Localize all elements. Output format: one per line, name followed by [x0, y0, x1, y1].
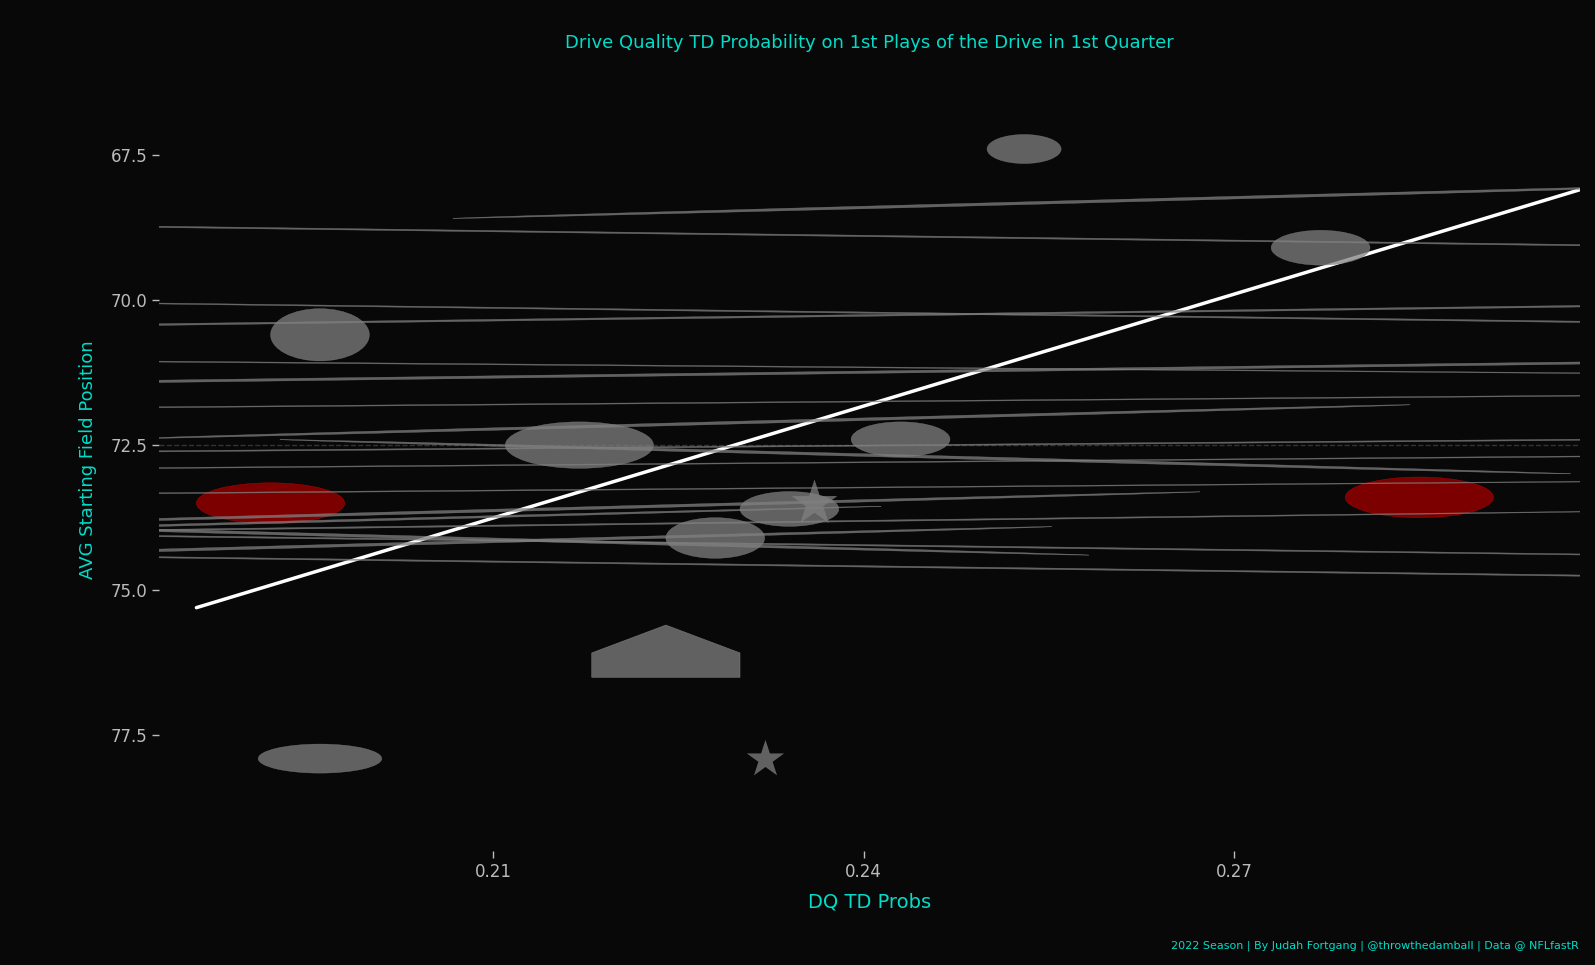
Ellipse shape — [0, 492, 1595, 525]
Ellipse shape — [196, 482, 345, 523]
Ellipse shape — [0, 294, 1595, 340]
Ellipse shape — [0, 423, 1440, 468]
Ellipse shape — [0, 511, 1595, 541]
Point — [751, 751, 777, 766]
Ellipse shape — [0, 522, 1595, 554]
Ellipse shape — [279, 440, 1571, 474]
Title: Drive Quality TD Probability on 1st Plays of the Drive in 1st Quarter: Drive Quality TD Probability on 1st Play… — [565, 35, 1174, 52]
Point — [801, 495, 826, 510]
Ellipse shape — [0, 381, 1365, 427]
Ellipse shape — [271, 309, 370, 361]
Text: 2022 Season | By Judah Fortgang | @throwthedamball | Data @ NFLfastR: 2022 Season | By Judah Fortgang | @throw… — [1171, 940, 1579, 951]
Ellipse shape — [0, 424, 1595, 467]
Ellipse shape — [1050, 184, 1148, 219]
Ellipse shape — [0, 746, 1595, 771]
Ellipse shape — [0, 298, 1595, 337]
Ellipse shape — [0, 508, 1595, 533]
Ellipse shape — [53, 232, 1595, 264]
Ellipse shape — [0, 492, 1199, 526]
Ellipse shape — [0, 549, 1595, 585]
X-axis label: DQ TD Probs: DQ TD Probs — [809, 893, 931, 911]
Ellipse shape — [1345, 477, 1493, 517]
Ellipse shape — [0, 445, 1595, 481]
Ellipse shape — [0, 425, 1595, 455]
Ellipse shape — [107, 527, 1397, 561]
Ellipse shape — [0, 520, 1595, 556]
Ellipse shape — [0, 347, 1595, 380]
Ellipse shape — [0, 529, 1595, 559]
Ellipse shape — [0, 350, 1595, 400]
Polygon shape — [592, 625, 740, 677]
Ellipse shape — [0, 216, 1595, 257]
Ellipse shape — [0, 135, 1595, 163]
Ellipse shape — [0, 407, 1595, 437]
Y-axis label: AVG Starting Field Position: AVG Starting Field Position — [78, 341, 97, 579]
Ellipse shape — [0, 477, 1595, 507]
